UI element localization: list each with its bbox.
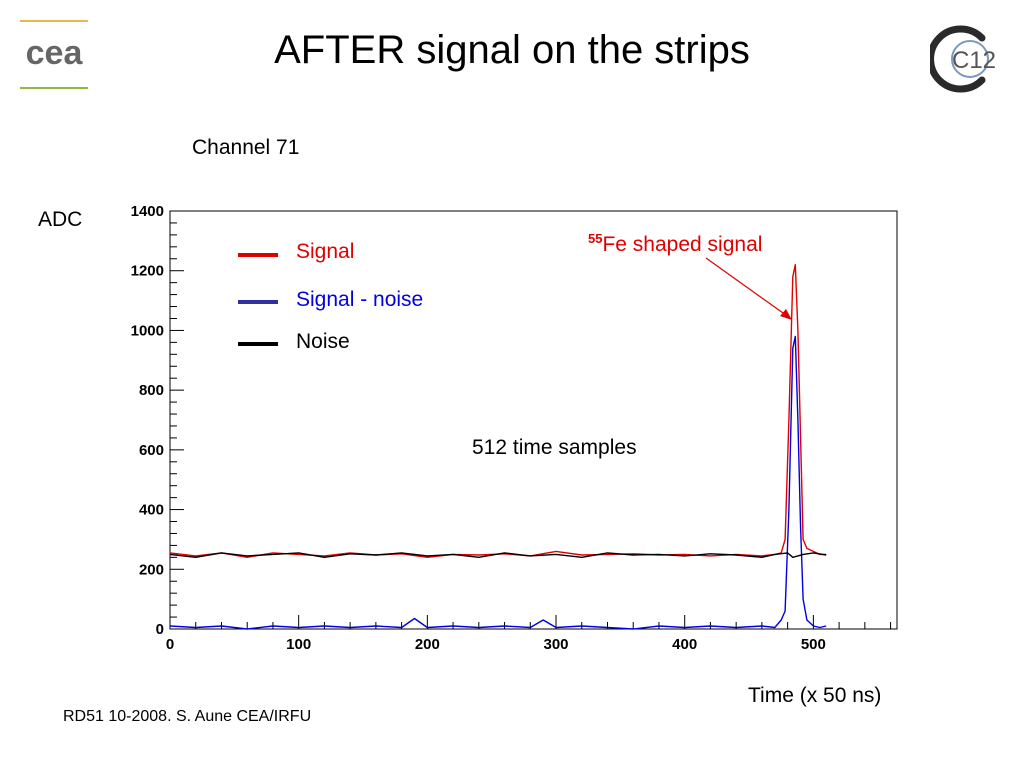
annotation-arrow bbox=[705, 257, 791, 319]
y-tick-label: 800 bbox=[139, 382, 164, 399]
x-tick-label: 100 bbox=[286, 636, 311, 653]
cea-logo: cea bbox=[20, 20, 88, 90]
y-tick-label: 1200 bbox=[131, 263, 164, 280]
fe-superscript: 55 bbox=[588, 231, 603, 246]
x-axis-label: Time (x 50 ns) bbox=[748, 684, 882, 707]
y-tick-label: 0 bbox=[156, 621, 164, 638]
series-line-signal-noise bbox=[169, 335, 827, 630]
series-layer bbox=[169, 264, 827, 630]
x-tick-label: 300 bbox=[544, 636, 569, 653]
legend-label-signal: Signal bbox=[296, 240, 355, 263]
logo-outer-arc bbox=[927, 25, 986, 93]
legend-label-signal-minus-noise: Signal - noise bbox=[296, 288, 424, 311]
footer-text: RD51 10-2008. S. Aune CEA/IRFU bbox=[63, 708, 312, 725]
logo-inner-ring bbox=[951, 40, 989, 78]
logo-text: cea bbox=[26, 34, 84, 72]
y-axis-ticks: 0 200 400 600 800 1000 1200 1400 bbox=[131, 203, 184, 638]
x-tick-label: 0 bbox=[166, 636, 174, 653]
y-tick-label: 400 bbox=[139, 502, 164, 519]
logo-bottom-line bbox=[20, 87, 88, 89]
x-axis-ticks: 0 100 200 300 400 500 bbox=[166, 615, 892, 653]
logo-top-line bbox=[20, 20, 88, 22]
y-tick-label: 1000 bbox=[131, 322, 164, 339]
y-tick-label: 1400 bbox=[131, 203, 164, 220]
y-tick-label: 200 bbox=[139, 561, 164, 578]
x-tick-label: 200 bbox=[415, 636, 440, 653]
fe-annotation: 55Fe shaped signal bbox=[588, 231, 762, 257]
series-line-noise bbox=[169, 552, 827, 558]
channel-label: Channel 71 bbox=[192, 136, 300, 159]
y-tick-label: 600 bbox=[139, 442, 164, 459]
series-line-signal bbox=[169, 264, 827, 558]
logo-text: C12 bbox=[952, 47, 996, 74]
slide-title: AFTER signal on the strips bbox=[274, 28, 750, 72]
fe-text: Fe shaped signal bbox=[602, 233, 763, 256]
samples-annotation: 512 time samples bbox=[472, 436, 637, 459]
annotation-arrowhead bbox=[780, 309, 792, 320]
x-tick-label: 500 bbox=[801, 636, 826, 653]
legend-label-noise: Noise bbox=[296, 330, 350, 353]
y-axis-label: ADC bbox=[38, 208, 83, 231]
plot-frame bbox=[169, 210, 898, 630]
c12-logo: C12 bbox=[927, 24, 1006, 94]
x-tick-label: 400 bbox=[672, 636, 697, 653]
